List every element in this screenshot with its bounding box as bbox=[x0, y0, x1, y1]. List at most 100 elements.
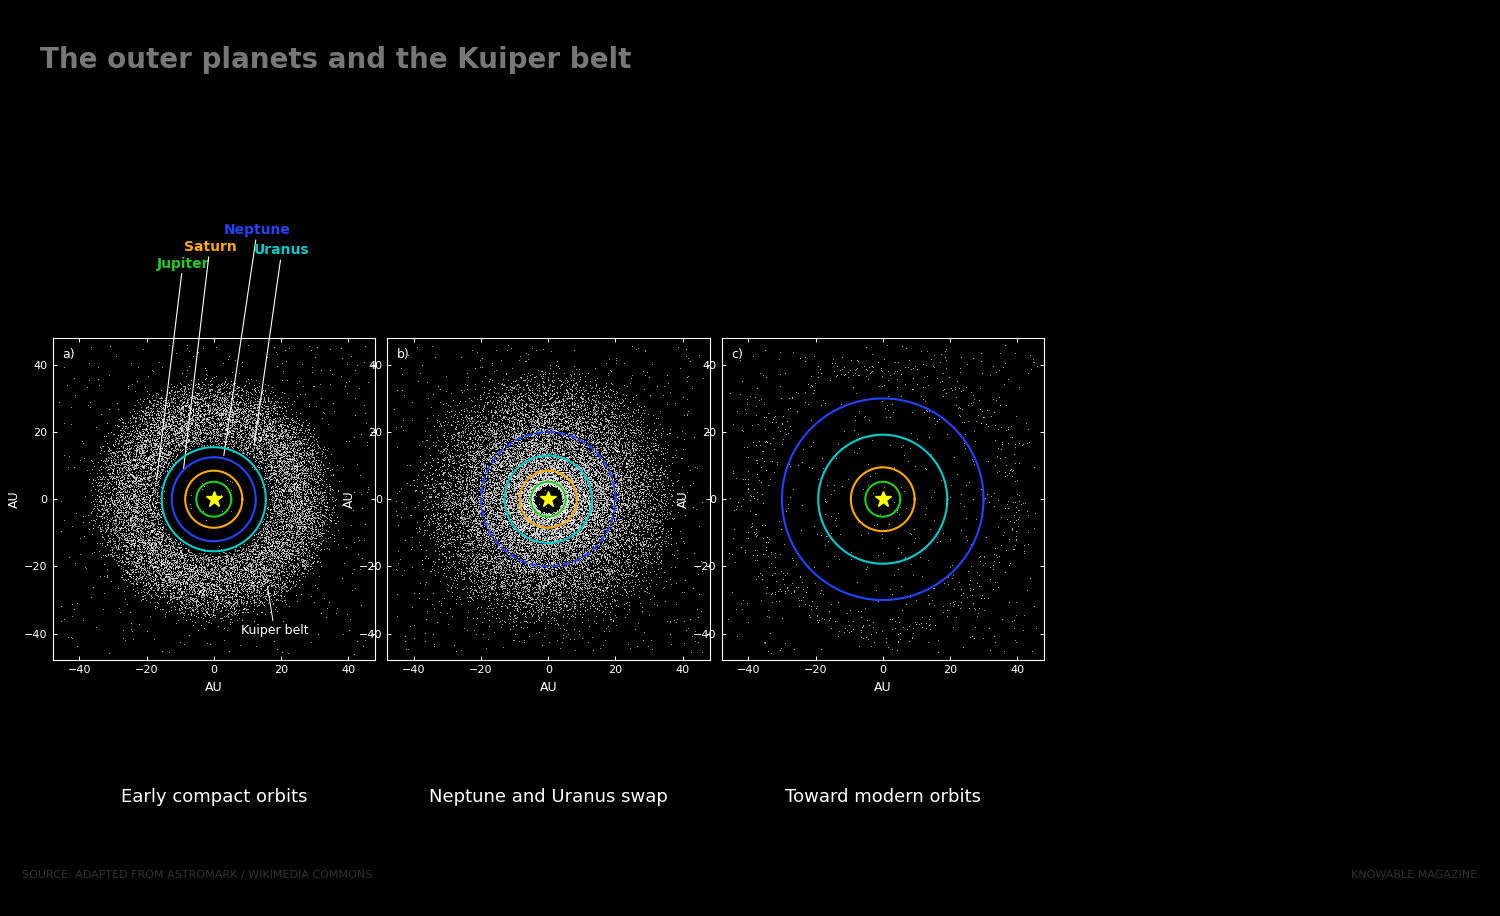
Point bbox=[552, 578, 576, 593]
Point bbox=[88, 477, 112, 492]
Point bbox=[624, 508, 648, 523]
Point bbox=[542, 579, 566, 594]
Point bbox=[225, 394, 249, 409]
Point bbox=[306, 445, 330, 460]
Point bbox=[200, 409, 223, 424]
Point bbox=[592, 540, 616, 554]
Point bbox=[168, 570, 192, 584]
Point bbox=[129, 529, 153, 543]
Point bbox=[248, 450, 272, 464]
Point bbox=[550, 480, 574, 495]
Point bbox=[141, 422, 165, 437]
Point bbox=[496, 542, 520, 557]
Point bbox=[251, 383, 274, 398]
Point bbox=[213, 391, 237, 406]
Point bbox=[314, 498, 338, 513]
Point bbox=[268, 539, 292, 553]
Point bbox=[663, 575, 687, 590]
Point bbox=[136, 561, 160, 575]
Point bbox=[255, 520, 279, 535]
Point bbox=[570, 482, 594, 496]
Point bbox=[489, 517, 513, 531]
Point bbox=[282, 441, 306, 455]
Point bbox=[124, 446, 148, 461]
Point bbox=[477, 496, 501, 510]
Point bbox=[435, 583, 459, 597]
Point bbox=[165, 540, 189, 554]
Point bbox=[81, 494, 105, 508]
Point bbox=[122, 510, 146, 525]
Point bbox=[448, 528, 472, 542]
Point bbox=[525, 466, 549, 481]
Point bbox=[274, 410, 298, 425]
Point bbox=[146, 403, 170, 418]
Point bbox=[570, 507, 594, 521]
Point bbox=[254, 394, 278, 409]
Point bbox=[454, 490, 478, 505]
Point bbox=[558, 508, 582, 523]
Point bbox=[303, 524, 327, 539]
Point bbox=[448, 486, 472, 501]
Point bbox=[291, 507, 315, 521]
Point bbox=[209, 585, 232, 600]
Point bbox=[251, 446, 274, 461]
Point bbox=[480, 429, 504, 443]
Point bbox=[592, 522, 616, 537]
Point bbox=[512, 549, 536, 563]
Point bbox=[260, 420, 284, 435]
Point bbox=[549, 514, 573, 529]
Point bbox=[598, 382, 622, 397]
Point bbox=[111, 433, 135, 448]
Point bbox=[298, 537, 322, 551]
Point bbox=[526, 432, 550, 447]
Point bbox=[244, 459, 268, 474]
Point bbox=[146, 455, 170, 470]
Point bbox=[252, 428, 276, 442]
Point bbox=[156, 458, 180, 473]
Point bbox=[580, 531, 604, 546]
Point bbox=[570, 386, 594, 400]
Point bbox=[429, 499, 453, 514]
Point bbox=[280, 498, 304, 513]
Point bbox=[525, 525, 549, 540]
Point bbox=[484, 417, 508, 431]
Point bbox=[124, 447, 148, 462]
Point bbox=[486, 536, 510, 551]
Point bbox=[102, 551, 126, 566]
Point bbox=[110, 452, 134, 466]
Point bbox=[470, 540, 494, 555]
Point bbox=[141, 498, 165, 513]
Point bbox=[261, 422, 285, 437]
Point bbox=[544, 418, 568, 432]
Point bbox=[130, 535, 154, 550]
Point bbox=[578, 528, 602, 542]
Point bbox=[510, 515, 534, 529]
Point bbox=[510, 520, 534, 535]
Point bbox=[164, 383, 188, 398]
Point bbox=[478, 575, 502, 590]
Point bbox=[236, 569, 260, 583]
Point bbox=[304, 511, 328, 526]
Point bbox=[298, 501, 322, 516]
Point bbox=[282, 550, 306, 564]
Point bbox=[220, 414, 245, 429]
Point bbox=[603, 513, 627, 528]
Point bbox=[520, 483, 544, 497]
Point bbox=[503, 436, 526, 451]
Point bbox=[495, 528, 519, 542]
Point bbox=[495, 567, 519, 582]
Point bbox=[516, 454, 540, 469]
Point bbox=[567, 462, 591, 476]
Point bbox=[506, 558, 530, 572]
Point bbox=[464, 564, 488, 579]
Point bbox=[183, 398, 207, 412]
Point bbox=[280, 480, 304, 495]
Point bbox=[574, 528, 598, 542]
Point bbox=[160, 449, 184, 463]
Point bbox=[270, 527, 294, 541]
Point bbox=[98, 497, 122, 512]
Point bbox=[482, 562, 506, 576]
Point bbox=[435, 513, 459, 528]
Point bbox=[350, 486, 374, 501]
Point bbox=[910, 619, 934, 634]
